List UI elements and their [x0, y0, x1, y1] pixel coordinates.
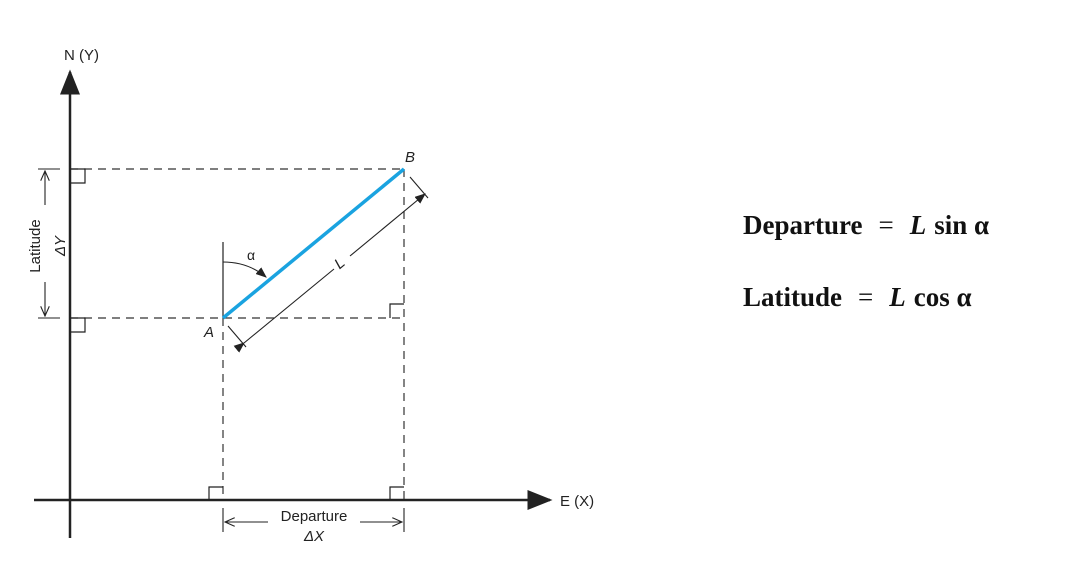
- x-axis-label: E (X): [560, 493, 594, 510]
- y-axis-label: N (Y): [64, 47, 99, 64]
- latitude-formula: Latitude = L cos α: [743, 282, 1063, 354]
- point-b-label: B: [405, 149, 415, 166]
- angle-label: α: [247, 247, 255, 263]
- latitude-formula-name: Latitude: [743, 282, 843, 312]
- delta-y-label: ΔY: [52, 235, 69, 257]
- latitude-formula-equals: =: [858, 282, 874, 312]
- departure-dimension: [222, 508, 405, 532]
- departure-formula: Departure = L sin α: [743, 210, 1063, 282]
- point-a-label: A: [203, 324, 214, 341]
- departure-formula-name: Departure: [743, 210, 863, 240]
- traverse-diagram: N (Y) E (X) A B L α Latitude ΔY Departur…: [27, 47, 594, 545]
- latitude-label: Latitude: [27, 219, 44, 272]
- latitude-formula-func: cos α: [913, 282, 972, 312]
- right-angle-markers: [70, 168, 404, 500]
- angle-arc: [222, 261, 267, 278]
- departure-label: Departure: [281, 508, 348, 525]
- departure-formula-length: L: [909, 210, 927, 240]
- latitude-formula-length: L: [889, 282, 906, 312]
- line-ab: [221, 167, 406, 320]
- departure-formula-equals: =: [878, 210, 894, 240]
- departure-formula-func: sin α: [934, 210, 990, 240]
- formulas-panel: Departure = L sin α Latitude = L cos α: [743, 210, 1063, 354]
- latitude-dimension: [38, 168, 60, 319]
- delta-x-label: ΔX: [303, 528, 325, 545]
- projection-lines: [70, 168, 405, 500]
- length-dimension: [227, 176, 429, 353]
- length-label: L: [331, 254, 348, 272]
